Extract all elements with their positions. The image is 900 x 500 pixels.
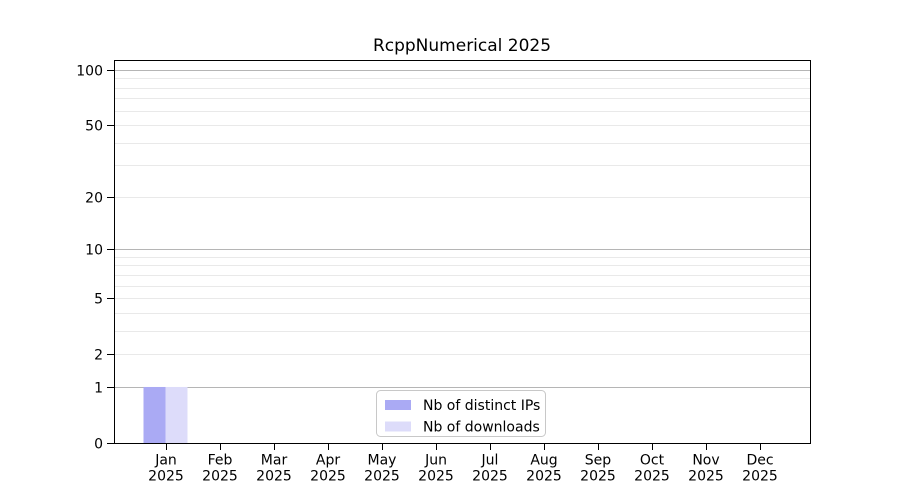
legend-label-nb-of-downloads: Nb of downloads [423, 420, 540, 436]
x-tick-label-year: 2025 [526, 469, 562, 485]
legend-label-nb-of-distinct-ips: Nb of distinct IPs [423, 398, 540, 414]
legend-box [376, 390, 546, 437]
x-tick-label-month: Dec [746, 453, 773, 469]
x-tick-label-month: May [368, 453, 397, 469]
x-tick-label-year: 2025 [472, 469, 508, 485]
major-gridlines [115, 70, 810, 388]
x-tick-label-month: Jun [424, 453, 447, 469]
x-tick-label-year: 2025 [580, 469, 616, 485]
y-axis: 0 1 2 5 10 20 50 100 [76, 64, 114, 453]
plot-border [114, 60, 811, 444]
legend-swatch-nb-of-downloads [385, 421, 411, 432]
bar-nb-of-distinct-ips-jan-2025 [143, 386, 166, 444]
x-tick-label-year: 2025 [148, 469, 184, 485]
x-tick-label-month: Jul [481, 453, 499, 469]
x-tick-label-month: Nov [692, 453, 719, 469]
y-tick-label: 1 [94, 381, 103, 397]
bars [143, 386, 188, 444]
x-tick-label-year: 2025 [202, 469, 238, 485]
x-tick-label-year: 2025 [742, 469, 778, 485]
x-tick-label-month: Aug [530, 453, 557, 469]
chart-title: RcppNumerical 2025 [373, 36, 551, 56]
minor-gridlines [115, 78, 810, 355]
x-axis: Jan2025Feb2025Mar2025Apr2025May2025Jun20… [148, 444, 778, 485]
x-tick-label-month: Oct [640, 453, 665, 469]
y-tick-label: 5 [94, 292, 103, 308]
y-tick-label: 50 [85, 119, 103, 135]
x-tick-label-year: 2025 [364, 469, 400, 485]
x-tick-label-year: 2025 [310, 469, 346, 485]
x-tick-label-month: Mar [261, 453, 288, 469]
y-tick-label: 2 [94, 348, 103, 364]
y-tick-label: 100 [76, 64, 103, 80]
x-tick-label-year: 2025 [418, 469, 454, 485]
x-tick-label-year: 2025 [634, 469, 670, 485]
legend: Nb of distinct IPs Nb of downloads [376, 390, 546, 437]
x-tick-label-year: 2025 [256, 469, 292, 485]
x-tick-label-month: Feb [208, 453, 233, 469]
bar-nb-of-downloads-jan-2025 [165, 386, 188, 444]
x-tick-label-year: 2025 [688, 469, 724, 485]
y-tick-label: 20 [85, 191, 103, 207]
x-tick-label-month: Jan [154, 453, 177, 469]
x-tick-label-month: Apr [316, 453, 340, 469]
legend-swatch-nb-of-distinct-ips [385, 400, 411, 410]
y-tick-label: 10 [85, 243, 103, 259]
x-tick-label-month: Sep [585, 453, 612, 469]
y-tick-label: 0 [94, 437, 103, 453]
